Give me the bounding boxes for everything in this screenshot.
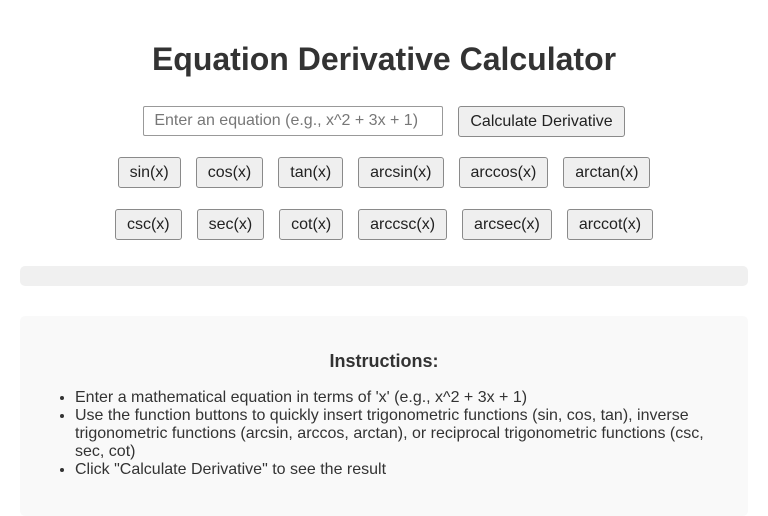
arccot-button[interactable]: arccot(x) [566,209,654,240]
instructions-list: Enter a mathematical equation in terms o… [20,389,748,479]
arccos-button[interactable]: arccos(x) [458,157,549,188]
equation-input[interactable] [143,106,444,136]
instruction-item: Enter a mathematical equation in terms o… [75,389,713,407]
arccsc-button[interactable]: arccsc(x) [358,209,448,240]
calculate-derivative-button[interactable]: Calculate Derivative [458,106,625,137]
instructions-heading: Instructions: [329,351,439,371]
instructions-panel: Instructions: Enter a mathematical equat… [20,316,748,516]
sec-button[interactable]: sec(x) [196,209,265,240]
tan-button[interactable]: tan(x) [278,157,344,188]
function-buttons-row-2: csc(x) sec(x) cot(x) arccsc(x) arcsec(x)… [0,209,768,240]
equation-input-row: Calculate Derivative [0,106,768,137]
arcsin-button[interactable]: arcsin(x) [358,157,444,188]
instruction-item: Use the function buttons to quickly inse… [75,407,713,461]
result-box [20,266,748,286]
cos-button[interactable]: cos(x) [195,157,264,188]
csc-button[interactable]: csc(x) [114,209,182,240]
instruction-item: Click "Calculate Derivative" to see the … [75,461,713,479]
arctan-button[interactable]: arctan(x) [563,157,651,188]
arcsec-button[interactable]: arcsec(x) [462,209,552,240]
page-title: Equation Derivative Calculator [151,41,617,77]
function-buttons-row-1: sin(x) cos(x) tan(x) arcsin(x) arccos(x)… [0,157,768,188]
sin-button[interactable]: sin(x) [117,157,181,188]
cot-button[interactable]: cot(x) [279,209,344,240]
